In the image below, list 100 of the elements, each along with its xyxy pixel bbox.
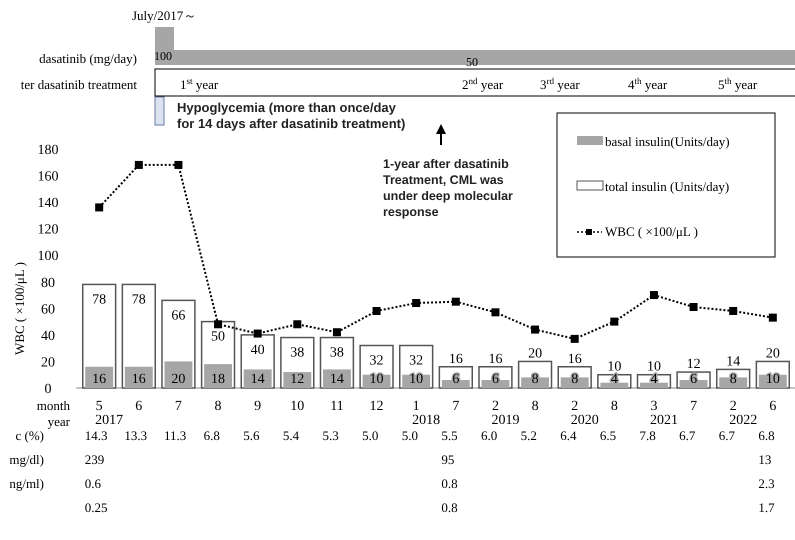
y-tick-label: 60 [41, 302, 55, 318]
legend-label: WBC ( ×100/μL ) [605, 224, 698, 239]
data-label: 16 [568, 352, 582, 367]
text: 5.4 [282, 428, 300, 443]
category-label: mg/dl) [9, 452, 44, 467]
text: 5.6 [243, 428, 260, 443]
data-label: 20 [528, 346, 542, 362]
x-tick-label: 2 2020 [570, 399, 599, 428]
y-tick-label: 100 [38, 249, 58, 264]
x-tick-label: 2 2019 [491, 399, 520, 428]
x-tick-label: 10 [290, 399, 304, 414]
data-label: 32 [370, 354, 384, 369]
text: 6.8 [204, 428, 220, 443]
data-label: 4 [610, 372, 618, 387]
point [729, 306, 738, 315]
x-tick-label: 11 [330, 399, 344, 414]
text: 6.7 [718, 428, 735, 443]
y-tick-label: 120 [38, 222, 58, 238]
text: 6.7 [679, 428, 696, 443]
data-label: 10 [607, 360, 622, 375]
point [570, 334, 579, 343]
x-tick-label: 1 2018 [412, 399, 440, 428]
data-label: 10 [409, 372, 424, 387]
text: 5.0 [402, 428, 418, 443]
point [690, 303, 698, 312]
text: 0.8 [441, 500, 458, 515]
point [610, 318, 618, 326]
data-label: 10 [766, 372, 780, 387]
point [768, 314, 777, 322]
text: 7.8 [639, 428, 656, 443]
data-label: 78 [92, 292, 106, 308]
legend-label: total insulin (Units/day) [605, 179, 730, 194]
category-label: c (%) [15, 428, 44, 443]
data-label: 4 [650, 372, 658, 387]
data-label: 38 [330, 346, 344, 361]
point [95, 203, 104, 212]
data-label: 6 [452, 372, 460, 387]
text: 100 [154, 49, 172, 63]
data-label: 14 [330, 372, 344, 387]
text: 1.7 [758, 500, 775, 515]
text: 3$^{rd}$ year [540, 76, 580, 92]
legend-label: basal insulin(Units/day) [605, 134, 730, 149]
text: 6.0 [480, 428, 498, 443]
text: 5.2 [520, 428, 537, 443]
data-label: 78 [132, 292, 146, 308]
data-label: 12 [290, 372, 304, 387]
x-tick-label: 7 [174, 399, 182, 414]
data-label: 18 [211, 372, 226, 387]
x-tick-label: 12 [370, 399, 384, 414]
data-label: 14 [726, 354, 740, 370]
x-tick-label: 8 [610, 399, 618, 414]
point [332, 328, 341, 336]
data-label: 16 [448, 352, 463, 367]
data-label: 16 [488, 352, 502, 367]
y-tick-label: 20 [41, 355, 55, 370]
point [254, 330, 262, 338]
data-label: 38 [290, 346, 304, 361]
x-tick-label: 5 2017 [95, 399, 124, 428]
point [531, 326, 540, 334]
data-label: 40 [250, 342, 265, 358]
text: 0.25 [84, 500, 108, 515]
text: 6.4 [560, 428, 576, 443]
y-axis-title: WBC ( ×100/μL ) [12, 262, 27, 355]
x-tick-label: 8 [214, 399, 222, 414]
point [134, 160, 143, 169]
data-label: 14 [250, 372, 265, 387]
text: July/2017～ [132, 8, 196, 23]
data-label: 16 [92, 372, 106, 387]
text: 13 [758, 452, 772, 467]
x-tick-label: 3 2021 [650, 399, 678, 428]
point [650, 291, 658, 300]
text: 13.3 [124, 428, 148, 443]
data-label: 6 [492, 372, 499, 387]
y-tick-label: 180 [38, 143, 58, 158]
x-tick-label: 6 [135, 399, 142, 414]
text: Hypoglycemia (more than once/day for 14 days after dasatinib treatment) [177, 100, 406, 131]
x-tick-label: 8 [532, 399, 539, 414]
data-label: 32 [409, 354, 424, 369]
text: 5.0 [362, 428, 378, 443]
text: 50 [466, 55, 478, 69]
annotation: 1-year after dasatinib Treatment, CML was under deep molecular response [383, 157, 514, 219]
text: 5.3 [322, 428, 339, 443]
data-label: 12 [686, 357, 701, 372]
y-tick-label: 140 [38, 196, 58, 212]
text: 5.5 [441, 428, 458, 443]
text: 6.5 [600, 428, 616, 443]
data-label: 8 [571, 372, 578, 387]
data-label: 10 [646, 360, 661, 375]
data-label: 20 [766, 346, 780, 362]
text: 0.6 [84, 476, 101, 491]
x-tick-label: 7 [452, 399, 460, 414]
data-label: 20 [171, 372, 186, 387]
text: 95 [441, 452, 454, 467]
data-label: 10 [370, 372, 384, 387]
x-tick-label: 2 2022 [729, 399, 758, 428]
x-tick-label: 9 [254, 399, 262, 414]
text: 4$^{th}$ year [628, 76, 668, 92]
data-label: 66 [171, 308, 186, 324]
text: 5$^{th}$ year [718, 76, 758, 92]
text: 2$^{nd}$ year [462, 76, 504, 92]
